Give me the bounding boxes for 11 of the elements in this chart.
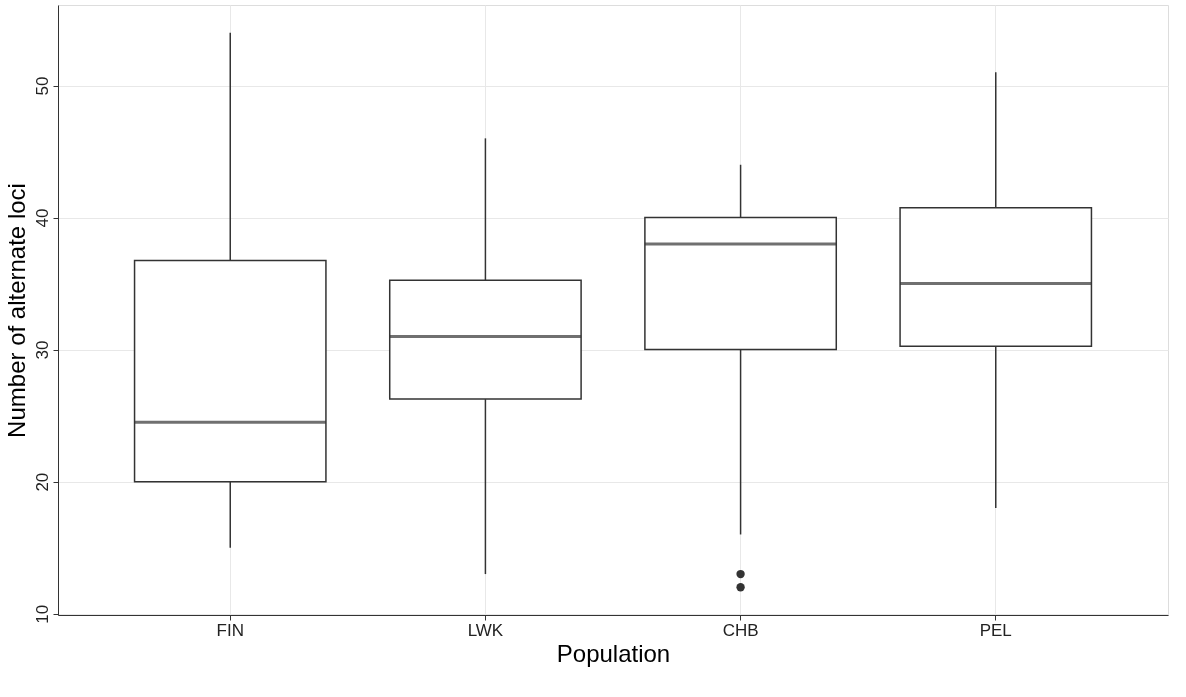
y-tick-label: 20 — [32, 472, 52, 492]
x-axis-title: Population — [556, 639, 671, 667]
y-tick-label: 10 — [32, 604, 52, 624]
y-tick-label: 30 — [32, 340, 52, 360]
x-tick-label: FIN — [216, 620, 244, 640]
x-tick-label: PEL — [979, 620, 1012, 640]
x-tick-label: LWK — [467, 620, 504, 640]
y-tick-label: 40 — [32, 208, 52, 228]
y-tick-label: 50 — [32, 76, 52, 96]
x-tick-label: CHB — [722, 620, 759, 640]
y-axis-title: Number of alternate loci — [2, 183, 30, 438]
